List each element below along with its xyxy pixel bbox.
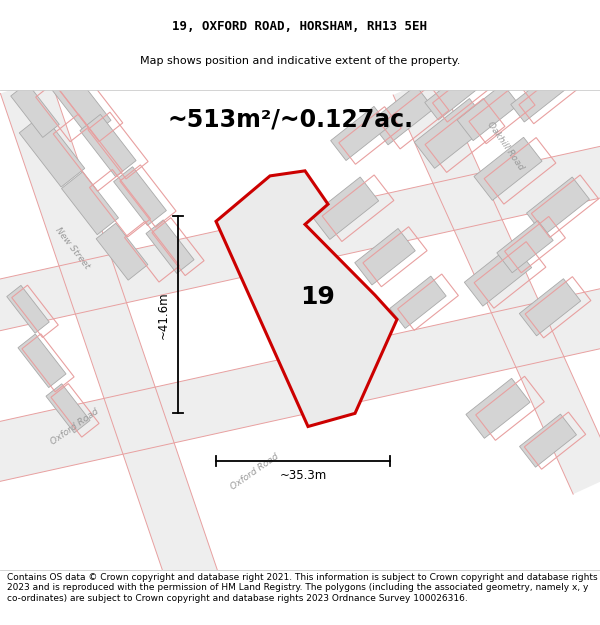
Text: Oakhill Road: Oakhill Road xyxy=(485,119,525,171)
Polygon shape xyxy=(511,72,565,122)
Polygon shape xyxy=(331,106,389,161)
Polygon shape xyxy=(311,177,379,239)
Text: 19, OXFORD ROAD, HORSHAM, RH13 5EH: 19, OXFORD ROAD, HORSHAM, RH13 5EH xyxy=(173,20,427,32)
Polygon shape xyxy=(146,220,194,273)
Text: Contains OS data © Crown copyright and database right 2021. This information is : Contains OS data © Crown copyright and d… xyxy=(7,572,598,602)
Polygon shape xyxy=(18,334,66,388)
Polygon shape xyxy=(414,99,490,168)
Polygon shape xyxy=(370,86,434,145)
Text: 19: 19 xyxy=(301,285,335,309)
Polygon shape xyxy=(62,172,118,234)
Polygon shape xyxy=(7,286,49,333)
Text: ~41.6m: ~41.6m xyxy=(157,291,170,339)
Polygon shape xyxy=(466,378,530,438)
Polygon shape xyxy=(46,384,90,433)
Polygon shape xyxy=(49,69,111,138)
Polygon shape xyxy=(216,171,397,426)
Polygon shape xyxy=(0,286,600,484)
Polygon shape xyxy=(113,167,166,226)
Text: Map shows position and indicative extent of the property.: Map shows position and indicative extent… xyxy=(140,56,460,66)
Polygon shape xyxy=(425,70,479,120)
Polygon shape xyxy=(390,276,446,328)
Polygon shape xyxy=(464,244,532,306)
Text: Oxford Road: Oxford Road xyxy=(229,452,281,492)
Polygon shape xyxy=(520,279,581,336)
Polygon shape xyxy=(19,114,85,187)
Polygon shape xyxy=(497,221,553,272)
Polygon shape xyxy=(520,414,577,467)
Polygon shape xyxy=(474,138,542,201)
Polygon shape xyxy=(80,114,136,177)
Polygon shape xyxy=(0,143,600,334)
Polygon shape xyxy=(11,83,59,138)
Text: ~513m²/~0.127ac.: ~513m²/~0.127ac. xyxy=(167,107,413,131)
Polygon shape xyxy=(457,84,519,141)
Polygon shape xyxy=(355,229,415,285)
Polygon shape xyxy=(96,223,148,280)
Text: Oxford Road: Oxford Road xyxy=(49,407,101,446)
Polygon shape xyxy=(527,177,589,236)
Polygon shape xyxy=(393,75,600,494)
Text: ~35.3m: ~35.3m xyxy=(280,469,326,482)
Polygon shape xyxy=(1,76,220,594)
Text: New Street: New Street xyxy=(53,226,91,271)
